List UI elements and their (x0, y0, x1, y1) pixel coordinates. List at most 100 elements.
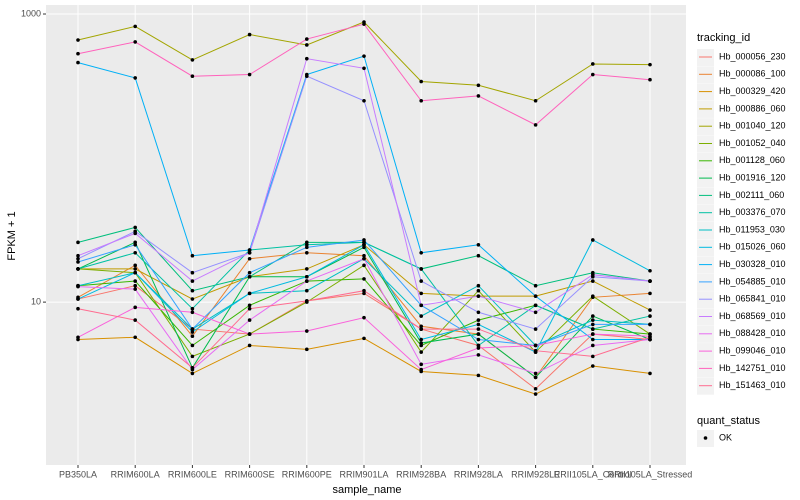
data-point (76, 267, 80, 271)
data-point (476, 332, 481, 336)
data-point (247, 306, 252, 311)
legend-label: Hb_001052_040 (719, 138, 786, 148)
data-point (591, 337, 595, 342)
data-point (533, 303, 538, 308)
data-point (76, 297, 80, 301)
data-point (419, 350, 424, 354)
data-point (476, 346, 481, 350)
legend-label: Hb_015026_060 (719, 242, 786, 252)
data-point (533, 327, 538, 331)
x-axis-title: sample_name (332, 484, 401, 496)
data-point (648, 62, 652, 67)
data-point (362, 54, 366, 58)
data-point (305, 245, 309, 250)
data-point (419, 367, 424, 372)
data-point (247, 256, 252, 261)
y-axis-title: FPKM + 1 (6, 211, 18, 260)
data-point (533, 310, 538, 315)
data-point (247, 343, 252, 348)
data-point (305, 267, 309, 271)
x-tick-label: RRIM600PE (282, 469, 332, 479)
data-point (362, 263, 366, 268)
data-point (305, 37, 309, 41)
data-point (247, 270, 252, 275)
data-point (591, 62, 595, 66)
data-point (305, 347, 309, 352)
data-point (133, 263, 137, 268)
data-point (533, 387, 538, 391)
data-point (648, 314, 652, 318)
data-point (648, 268, 652, 273)
data-point (591, 354, 595, 359)
data-point (419, 291, 424, 296)
data-point (476, 337, 481, 342)
y-tick-label: 10 (31, 296, 41, 306)
data-point (533, 98, 538, 103)
data-point (419, 98, 424, 103)
data-point (476, 322, 481, 327)
legend-label: Hb_099046_010 (719, 345, 786, 355)
data-point (190, 306, 195, 311)
data-point (533, 123, 538, 127)
data-point (76, 51, 80, 56)
data-point (305, 274, 309, 279)
x-tick-label: RRIM928BA (396, 469, 446, 479)
data-point (190, 279, 195, 283)
data-point (476, 253, 481, 258)
data-point (133, 270, 137, 275)
data-point (305, 299, 309, 303)
data-point (533, 371, 538, 376)
data-point (591, 332, 595, 336)
legend-label: Hb_000886_060 (719, 103, 786, 113)
data-point (362, 288, 366, 293)
data-point (419, 250, 424, 255)
data-point (305, 250, 309, 255)
data-point (76, 284, 80, 289)
data-point (76, 306, 80, 311)
data-point (247, 274, 252, 279)
data-point (591, 343, 595, 348)
data-point (133, 76, 137, 80)
data-point (133, 40, 137, 44)
data-point (648, 335, 652, 340)
data-point (476, 353, 481, 357)
data-point (190, 310, 195, 315)
data-point (533, 392, 538, 396)
x-tick-label: RRIM600LE (168, 469, 217, 479)
legend-label: Hb_011953_030 (719, 224, 785, 234)
data-point (648, 279, 652, 283)
legend-label: Hb_068569_010 (719, 311, 786, 321)
data-point (247, 303, 252, 308)
data-point (476, 373, 481, 378)
legend-label: Hb_000086_100 (719, 69, 786, 79)
data-point (247, 291, 252, 296)
data-point (419, 324, 424, 329)
data-point (591, 72, 595, 77)
data-point (190, 330, 195, 334)
data-point (591, 314, 595, 318)
legend-label: Hb_001916_120 (719, 172, 786, 182)
x-tick-label: RRIM600LA (111, 469, 160, 479)
data-point (190, 365, 195, 370)
data-point (648, 77, 652, 82)
x-tick-label: RRIM901LA (339, 469, 388, 479)
legend-label: Hb_088428_010 (719, 328, 786, 338)
data-point (591, 294, 595, 298)
legend-label: Hb_003376_070 (719, 207, 786, 217)
data-point (362, 315, 366, 320)
data-point (133, 225, 137, 230)
legend-label: Hb_001128_060 (719, 155, 785, 165)
data-point (591, 279, 595, 283)
data-point (591, 322, 595, 327)
data-point (305, 288, 309, 293)
data-point (190, 334, 195, 338)
data-point (533, 343, 538, 348)
data-point (190, 74, 195, 79)
data-point (133, 318, 137, 322)
data-point (476, 343, 481, 348)
data-point (190, 327, 195, 331)
data-point (305, 329, 309, 333)
data-point (305, 56, 309, 61)
data-point (591, 238, 595, 242)
